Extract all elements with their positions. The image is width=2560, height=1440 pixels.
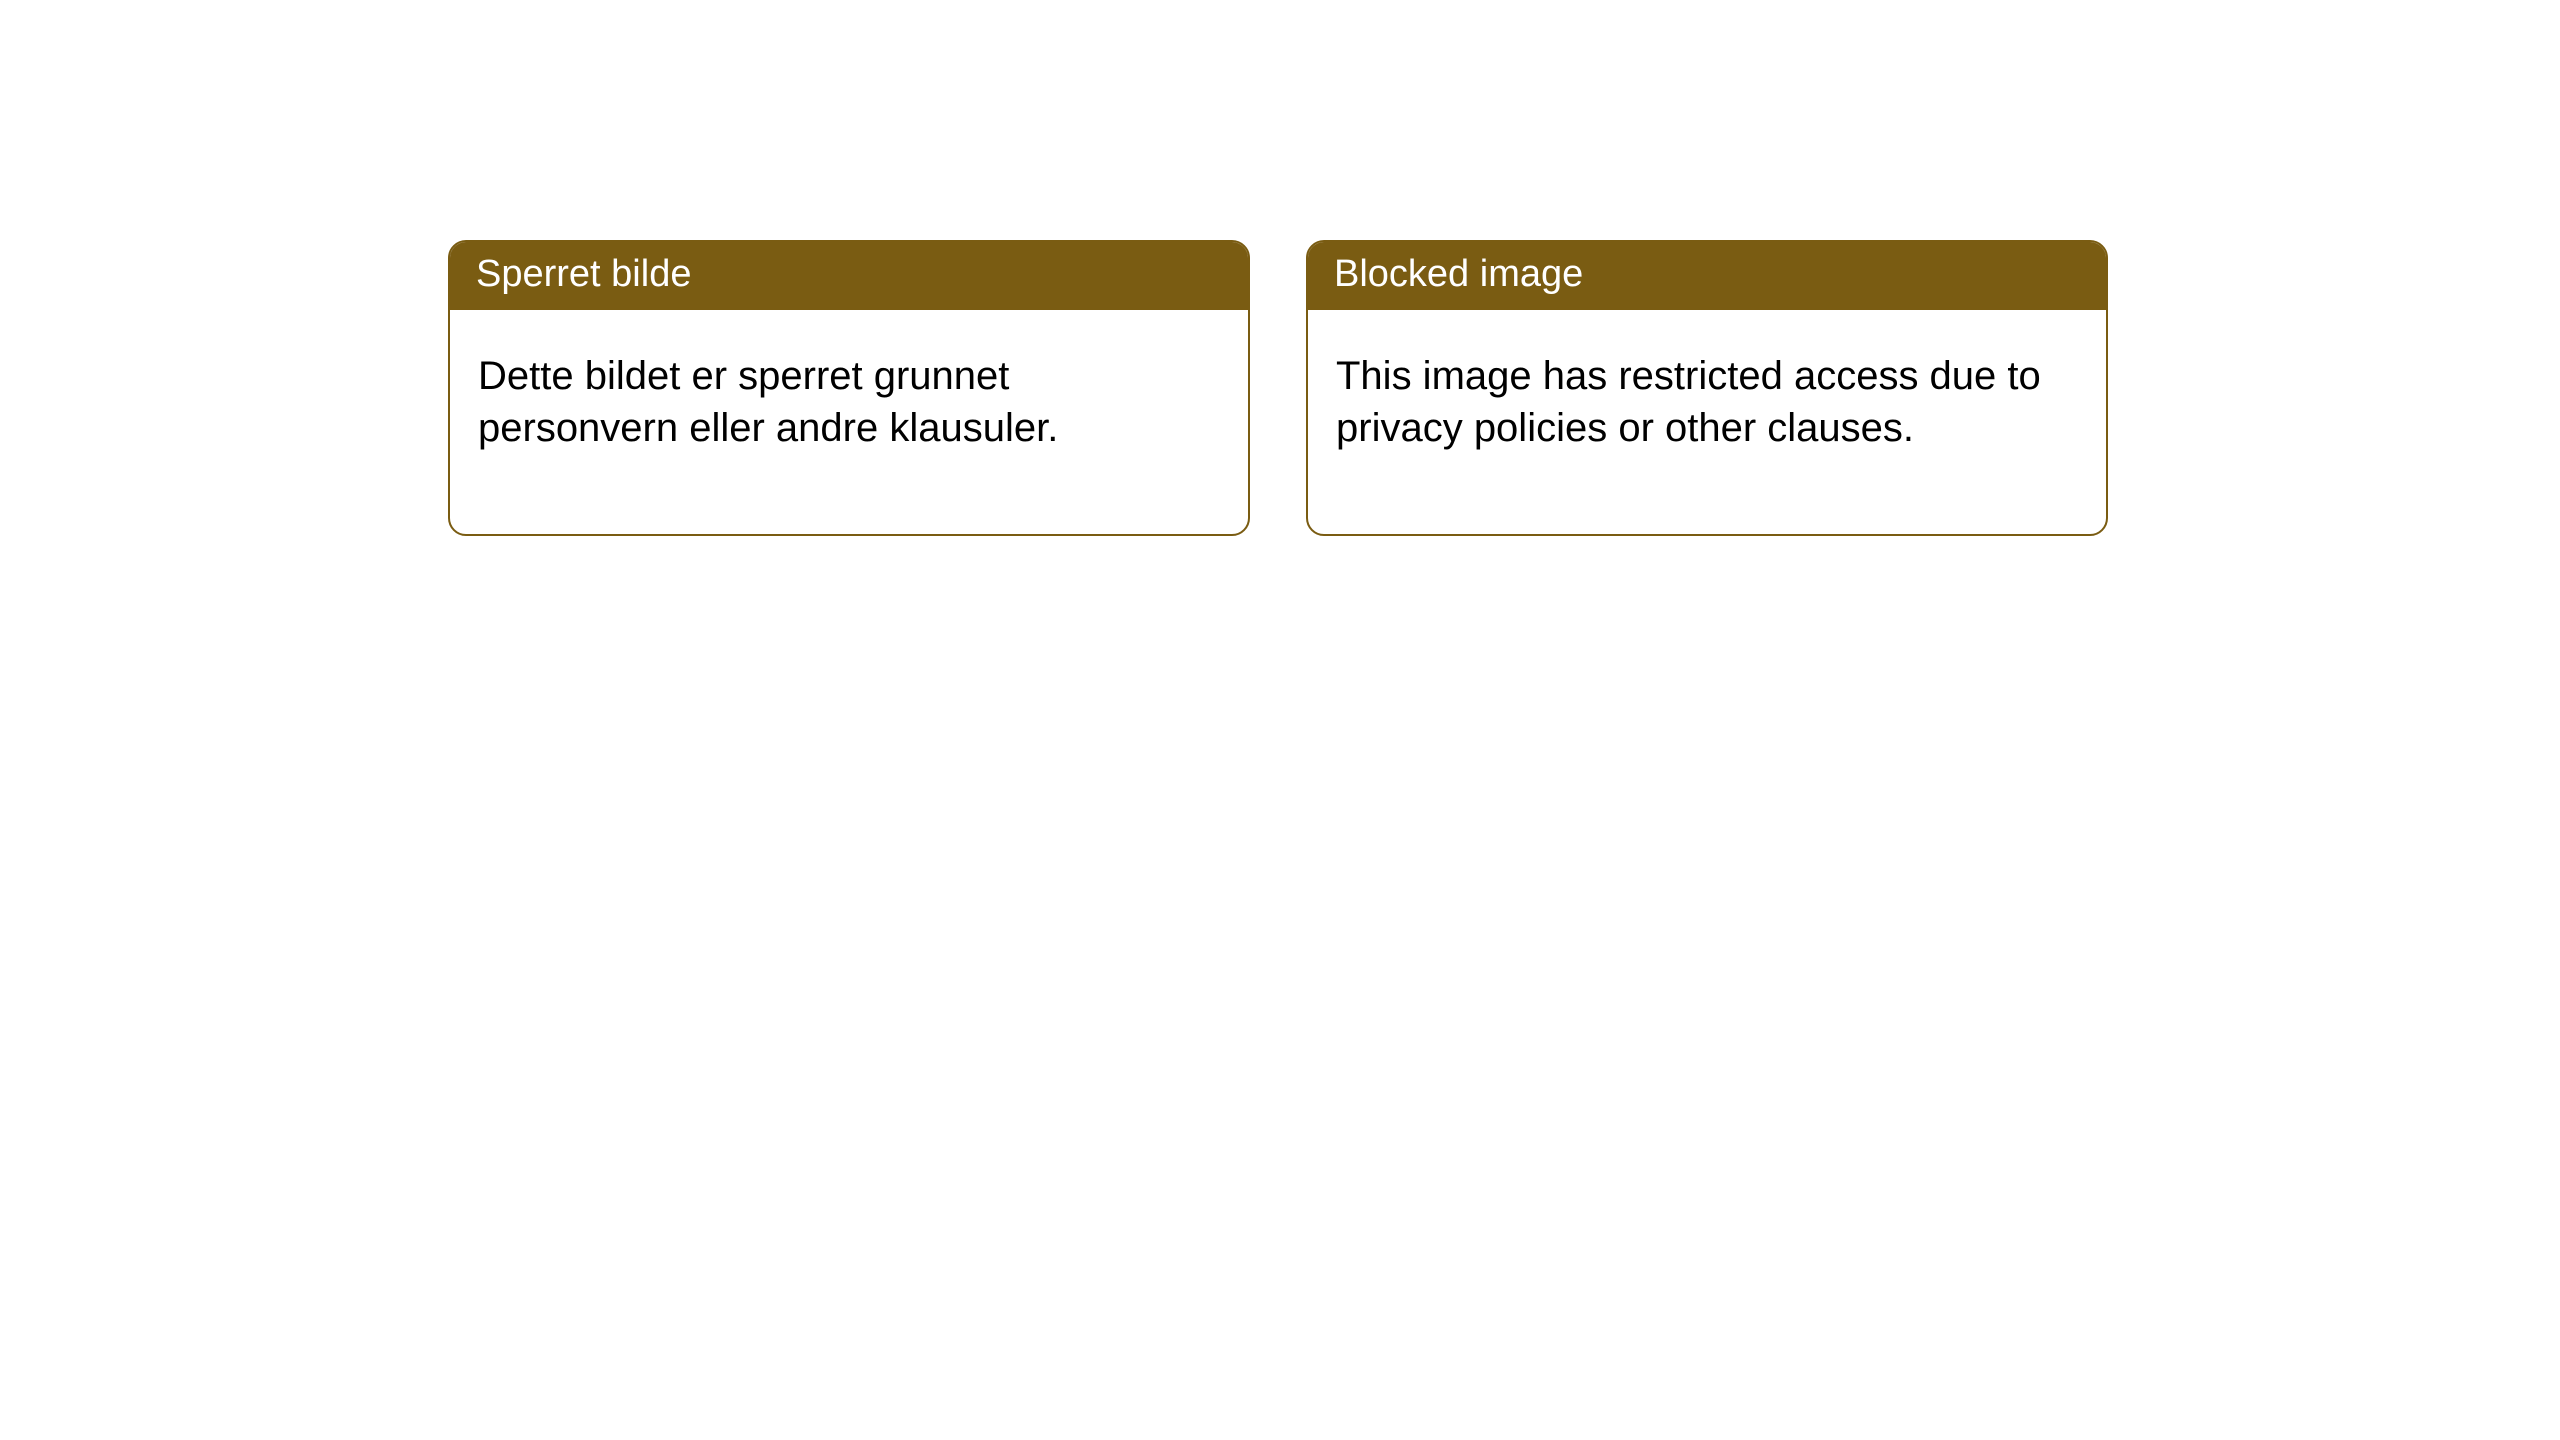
card-header: Blocked image — [1308, 242, 2106, 310]
card-body: This image has restricted access due to … — [1308, 310, 2106, 534]
notice-cards-container: Sperret bilde Dette bildet er sperret gr… — [448, 240, 2108, 536]
notice-card-norwegian: Sperret bilde Dette bildet er sperret gr… — [448, 240, 1250, 536]
card-title: Blocked image — [1334, 253, 1583, 295]
card-body-text: Dette bildet er sperret grunnet personve… — [478, 354, 1058, 450]
card-body: Dette bildet er sperret grunnet personve… — [450, 310, 1248, 534]
notice-card-english: Blocked image This image has restricted … — [1306, 240, 2108, 536]
card-header: Sperret bilde — [450, 242, 1248, 310]
card-body-text: This image has restricted access due to … — [1336, 354, 2041, 450]
card-title: Sperret bilde — [476, 253, 691, 295]
